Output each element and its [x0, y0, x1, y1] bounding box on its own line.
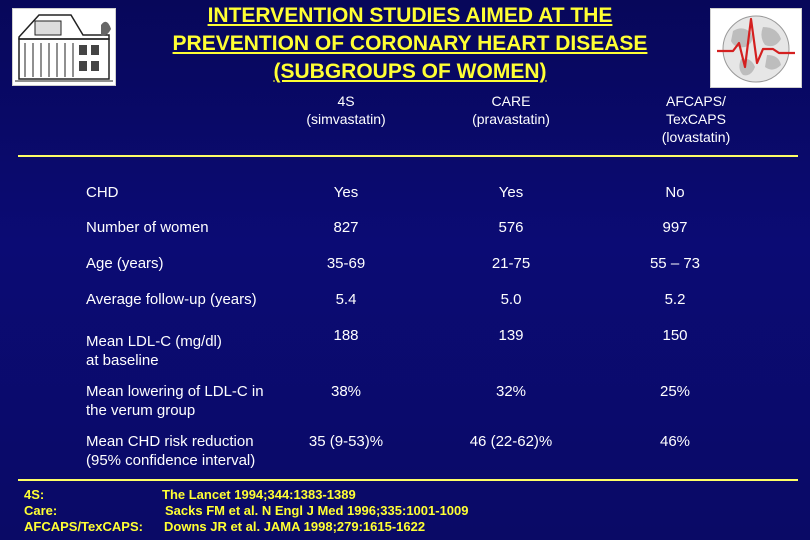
column-header-care-line1: CARE: [491, 93, 531, 109]
cell-ldl-afcaps: 150: [662, 327, 688, 344]
cell-chd-care: Yes: [498, 184, 524, 201]
row-label-follow-up: Average follow-up (years): [86, 291, 257, 308]
row-label-risk-reduction-line2: (95% confidence interval): [86, 452, 256, 469]
row-label-ldl-lowering: Mean lowering of LDL-C in the verum grou…: [86, 382, 264, 420]
column-header-afcaps: AFCAPS/ TexCAPS (lovastatin): [621, 92, 771, 146]
row-label-ldl-baseline-line2: at baseline: [86, 352, 159, 369]
title-line-1: INTERVENTION STUDIES AIMED AT THE: [207, 4, 613, 27]
row-label-chd: CHD: [86, 184, 119, 201]
column-header-4s: 4S (simvastatin): [271, 92, 421, 128]
cell-women-afcaps: 997: [662, 219, 688, 236]
cell-age-care: 21-75: [491, 255, 531, 272]
cell-ldl-4s: 188: [333, 327, 359, 344]
globe-ecg-icon: [710, 8, 802, 88]
cell-lowering-afcaps: 25%: [659, 383, 691, 400]
row-label-ldl-lowering-line2: the verum group: [86, 402, 196, 419]
cell-age-4s: 35-69: [326, 255, 366, 272]
cell-risk-care: 46 (22-62)%: [469, 433, 553, 450]
column-header-afcaps-line1: AFCAPS/: [666, 93, 726, 109]
column-header-care: CARE (pravastatin): [436, 92, 586, 128]
reference-study-4s: 4S:: [24, 487, 45, 502]
cell-age-afcaps: 55 – 73: [649, 255, 701, 272]
slide-title: INTERVENTION STUDIES AIMED AT THE PREVEN…: [120, 2, 700, 86]
cell-ldl-care: 139: [498, 327, 524, 344]
row-label-ldl-lowering-line1: Mean lowering of LDL-C in: [86, 383, 264, 400]
footer-divider: [18, 479, 798, 481]
row-label-number-of-women: Number of women: [86, 219, 209, 236]
column-header-4s-line2: (simvastatin): [306, 111, 386, 127]
row-label-risk-reduction: Mean CHD risk reduction (95% confidence …: [86, 432, 255, 470]
cell-women-care: 576: [498, 219, 524, 236]
cell-lowering-care: 32%: [495, 383, 527, 400]
building-sketch-icon: [12, 8, 116, 86]
reference-citation-afcaps: Downs JR et al. JAMA 1998;279:1615-1622: [164, 519, 426, 534]
cell-lowering-4s: 38%: [330, 383, 362, 400]
row-label-age: Age (years): [86, 255, 164, 272]
cell-risk-4s: 35 (9-53)%: [308, 433, 384, 450]
column-header-afcaps-line2: TexCAPS: [666, 111, 726, 127]
column-header-4s-line1: 4S: [337, 93, 355, 109]
title-line-3: (SUBGROUPS OF WOMEN): [273, 60, 547, 83]
reference-study-care: Care:: [24, 503, 58, 518]
cell-chd-afcaps: No: [665, 184, 685, 201]
cell-chd-4s: Yes: [333, 184, 359, 201]
reference-citation-care: Sacks FM et al. N Engl J Med 1996;335:10…: [165, 503, 469, 518]
row-label-risk-reduction-line1: Mean CHD risk reduction: [86, 433, 254, 450]
cell-women-4s: 827: [333, 219, 359, 236]
cell-followup-afcaps: 5.2: [664, 291, 686, 308]
reference-study-afcaps: AFCAPS/TexCAPS:: [24, 519, 143, 534]
cell-followup-4s: 5.4: [335, 291, 357, 308]
row-label-ldl-baseline-line1: Mean LDL-C (mg/dl): [86, 333, 222, 350]
cell-followup-care: 5.0: [500, 291, 522, 308]
column-header-afcaps-line3: (lovastatin): [661, 129, 731, 145]
column-header-care-line2: (pravastatin): [472, 111, 550, 127]
row-label-ldl-baseline: Mean LDL-C (mg/dl) at baseline: [86, 332, 222, 370]
cell-risk-afcaps: 46%: [659, 433, 691, 450]
reference-citation-4s: The Lancet 1994;344:1383-1389: [162, 487, 356, 502]
title-line-2: PREVENTION OF CORONARY HEART DISEASE: [172, 32, 648, 55]
header-divider: [18, 155, 798, 157]
